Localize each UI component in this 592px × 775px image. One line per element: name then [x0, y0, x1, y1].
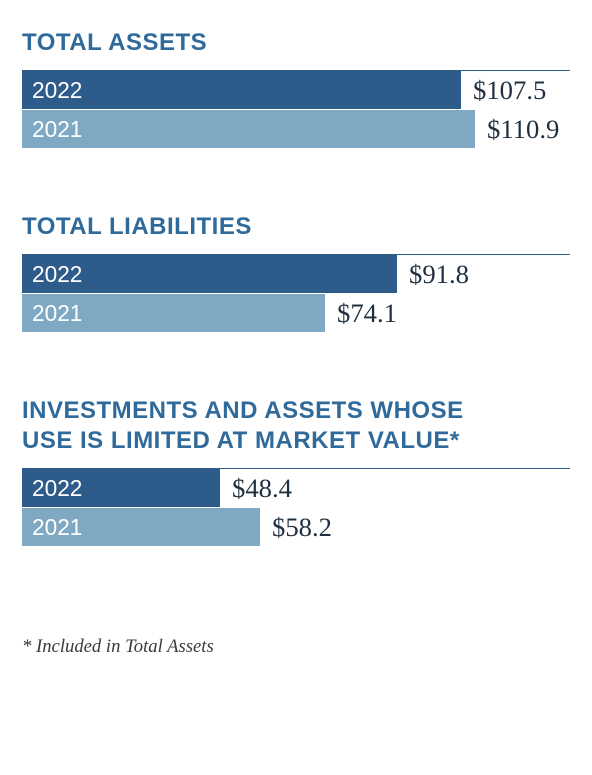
bar-value: $74.1 — [337, 298, 397, 329]
bar-year-label: 2021 — [32, 514, 82, 541]
bar-value: $58.2 — [272, 512, 332, 543]
bars-wrap: 2022 $91.8 2021 $74.1 — [22, 254, 570, 332]
section-title: TOTAL ASSETS — [22, 28, 570, 58]
bar-value: $107.5 — [473, 75, 546, 106]
bar-year-label: 2022 — [32, 261, 82, 288]
bar-row-2022: 2022 $107.5 — [22, 71, 570, 109]
bar-2021: 2021 — [22, 110, 475, 148]
section-title: INVESTMENTS AND ASSETS WHOSE USE IS LIMI… — [22, 396, 570, 456]
bar-row-2021: 2021 $110.9 — [22, 109, 570, 148]
page: TOTAL ASSETS 2022 $107.5 2021 $110.9 TOT… — [0, 0, 592, 658]
section-investments: INVESTMENTS AND ASSETS WHOSE USE IS LIMI… — [22, 396, 570, 546]
bar-2021: 2021 — [22, 508, 260, 546]
bar-value: $48.4 — [232, 473, 292, 504]
bars-wrap: 2022 $48.4 2021 $58.2 — [22, 468, 570, 546]
bar-row-2022: 2022 $91.8 — [22, 255, 570, 293]
bar-row-2022: 2022 $48.4 — [22, 469, 570, 507]
bar-year-label: 2022 — [32, 77, 82, 104]
bar-year-label: 2021 — [32, 300, 82, 327]
bar-2022: 2022 — [22, 255, 397, 293]
bar-2022: 2022 — [22, 469, 220, 507]
bar-year-label: 2022 — [32, 475, 82, 502]
title-line-2: USE IS LIMITED AT MARKET VALUE — [22, 427, 450, 454]
section-total-assets: TOTAL ASSETS 2022 $107.5 2021 $110.9 — [22, 28, 570, 148]
bars-wrap: 2022 $107.5 2021 $110.9 — [22, 70, 570, 148]
bar-value: $91.8 — [409, 259, 469, 290]
bar-row-2021: 2021 $74.1 — [22, 293, 570, 332]
section-title: TOTAL LIABILITIES — [22, 212, 570, 242]
bar-row-2021: 2021 $58.2 — [22, 507, 570, 546]
asterisk-icon: * — [450, 427, 460, 454]
footnote: * Included in Total Assets — [22, 636, 570, 658]
bar-2022: 2022 — [22, 71, 461, 109]
bar-year-label: 2021 — [32, 116, 82, 143]
section-total-liabilities: TOTAL LIABILITIES 2022 $91.8 2021 $74.1 — [22, 212, 570, 332]
title-line-1: INVESTMENTS AND ASSETS WHOSE — [22, 397, 464, 424]
bar-value: $110.9 — [487, 114, 559, 145]
bar-2021: 2021 — [22, 294, 325, 332]
